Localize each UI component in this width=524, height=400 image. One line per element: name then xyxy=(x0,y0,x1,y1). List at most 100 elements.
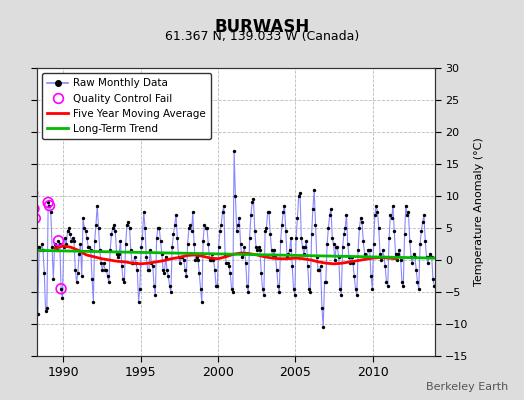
Point xyxy=(106,247,114,254)
Point xyxy=(44,199,52,206)
Point xyxy=(123,222,131,228)
Point xyxy=(395,247,403,254)
Point xyxy=(375,225,383,231)
Point xyxy=(124,218,133,225)
Point xyxy=(156,238,165,244)
Point xyxy=(334,254,343,260)
Point xyxy=(97,260,105,266)
Point xyxy=(233,228,241,234)
Point xyxy=(327,206,335,212)
Point xyxy=(150,282,158,289)
Point xyxy=(187,228,195,234)
Point xyxy=(376,250,384,257)
Point xyxy=(147,260,156,266)
Point xyxy=(366,247,374,254)
Point xyxy=(244,289,253,295)
Point xyxy=(47,209,55,215)
Point xyxy=(277,238,285,244)
Point xyxy=(101,266,109,273)
Point xyxy=(390,228,398,234)
Point xyxy=(325,212,334,218)
Point xyxy=(192,254,201,260)
Point xyxy=(354,247,362,254)
Point xyxy=(102,266,111,273)
Text: BURWASH: BURWASH xyxy=(214,18,310,36)
Point xyxy=(286,247,294,254)
Point xyxy=(239,250,247,257)
Point xyxy=(122,241,130,247)
Point xyxy=(83,234,91,241)
Point xyxy=(81,228,90,234)
Point xyxy=(58,295,67,302)
Point xyxy=(167,289,175,295)
Point xyxy=(280,202,289,209)
Point xyxy=(144,266,152,273)
Point xyxy=(52,244,60,250)
Point xyxy=(278,222,286,228)
Point xyxy=(146,247,155,254)
Point xyxy=(45,202,53,209)
Point xyxy=(116,238,125,244)
Point xyxy=(402,202,410,209)
Point xyxy=(265,209,273,215)
Point xyxy=(163,266,171,273)
Point xyxy=(378,247,387,254)
Point xyxy=(174,254,183,260)
Point xyxy=(409,250,418,257)
Point xyxy=(194,257,202,263)
Y-axis label: Temperature Anomaly (°C): Temperature Anomaly (°C) xyxy=(474,138,484,286)
Point xyxy=(425,254,433,260)
Point xyxy=(391,250,400,257)
Point xyxy=(337,292,345,298)
Point xyxy=(417,228,425,234)
Point xyxy=(149,263,157,270)
Point xyxy=(227,286,236,292)
Point xyxy=(324,225,333,231)
Point xyxy=(291,292,299,298)
Point xyxy=(96,247,104,254)
Point xyxy=(69,234,77,241)
Point xyxy=(200,222,209,228)
Point xyxy=(367,273,375,279)
Point xyxy=(31,215,39,222)
Point xyxy=(134,298,143,305)
Point xyxy=(385,234,394,241)
Point xyxy=(105,279,113,286)
Point xyxy=(332,244,340,250)
Point xyxy=(301,244,309,250)
Point xyxy=(258,286,267,292)
Point xyxy=(230,148,238,154)
Point xyxy=(413,279,422,286)
Point xyxy=(137,244,145,250)
Point xyxy=(176,260,184,266)
Point xyxy=(306,289,314,295)
Point xyxy=(302,238,311,244)
Point xyxy=(377,257,386,263)
Point xyxy=(57,286,66,292)
Point xyxy=(372,202,380,209)
Point xyxy=(403,212,411,218)
Point xyxy=(392,257,401,263)
Point xyxy=(170,222,179,228)
Point xyxy=(117,263,126,270)
Point xyxy=(414,286,423,292)
Point xyxy=(191,257,200,263)
Point xyxy=(74,270,82,276)
Point xyxy=(136,286,144,292)
Point xyxy=(309,206,317,212)
Point xyxy=(159,266,167,273)
Point xyxy=(373,209,381,215)
Point xyxy=(242,260,250,266)
Point xyxy=(339,244,347,250)
Point xyxy=(28,190,37,196)
Point xyxy=(86,247,95,254)
Point xyxy=(213,282,222,289)
Point xyxy=(243,282,251,289)
Point xyxy=(70,238,78,244)
Point xyxy=(313,254,321,260)
Point xyxy=(141,225,149,231)
Point xyxy=(322,279,330,286)
Point xyxy=(62,241,70,247)
Point xyxy=(185,225,193,231)
Point xyxy=(284,250,292,257)
